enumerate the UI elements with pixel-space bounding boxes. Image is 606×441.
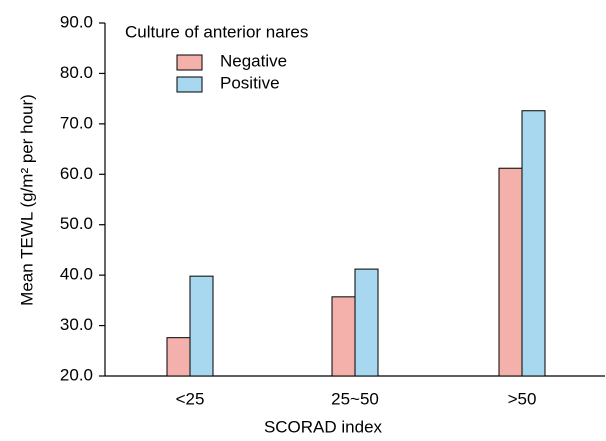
x-tick-label: >50 [508,389,537,408]
y-tick-label: 90.0 [60,12,93,31]
bar [189,275,214,377]
y-tick-label: 80.0 [60,63,93,82]
legend-label: Positive [220,73,280,92]
bar [331,296,356,377]
x-tick-label: <25 [176,389,205,408]
y-tick-label: 60.0 [60,164,93,183]
legend-title: Culture of anterior nares [125,22,308,41]
y-tick-label: 50.0 [60,214,93,233]
x-tick-label: 25~50 [331,389,379,408]
legend-swatch [176,76,203,93]
bar [354,268,379,377]
bar [521,110,546,377]
y-tick-label: 40.0 [60,265,93,284]
bar [166,337,191,377]
y-axis-label: Mean TEWL (g/m² per hour) [17,94,36,306]
bar [498,167,523,377]
y-tick-label: 30.0 [60,315,93,334]
x-axis-label: SCORAD index [264,417,383,436]
y-tick-label: 70.0 [60,113,93,132]
y-tick-label: 20.0 [60,365,93,384]
legend-swatch [176,54,203,71]
legend-label: Negative [220,51,287,70]
